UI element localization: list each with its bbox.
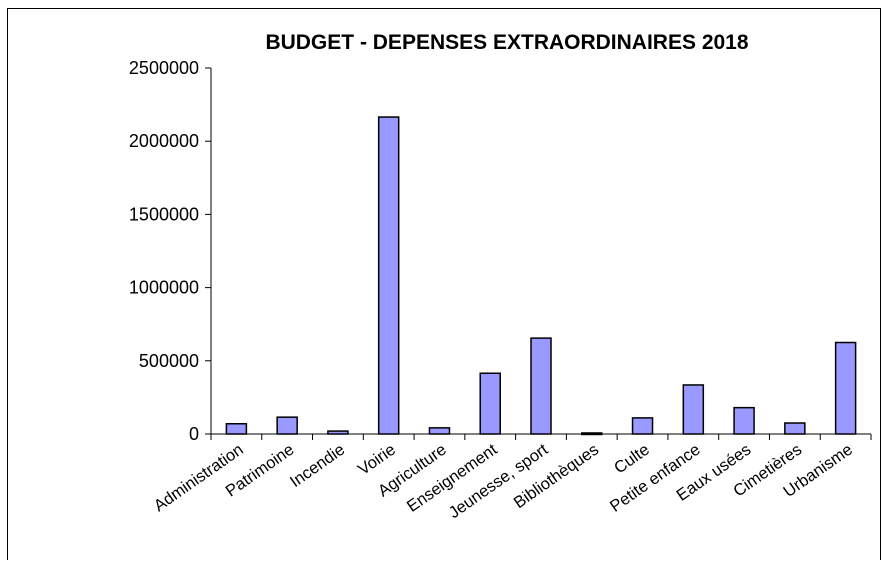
y-tick-label: 2000000: [129, 131, 199, 151]
y-tick-label: 500000: [139, 351, 199, 371]
bar-13: [834, 341, 857, 435]
bar-11: [733, 406, 755, 435]
category-label: Culte: [611, 441, 653, 478]
category-label: Incendie: [287, 441, 348, 492]
chart-frame: BUDGET - DEPENSES EXTRAORDINAIRES 2018 0…: [7, 8, 881, 560]
bar-4: [377, 116, 400, 435]
y-tick-label: 1000000: [129, 278, 199, 298]
chart-title: BUDGET - DEPENSES EXTRAORDINAIRES 2018: [265, 31, 748, 54]
y-tick-label: 2500000: [129, 58, 199, 78]
y-axis: 0 500000 1000000 1500000 2000000 2500000: [129, 58, 212, 444]
bar-10: [682, 384, 705, 435]
bars: [225, 116, 857, 436]
bar-9: [631, 417, 654, 435]
y-tick-label: 1500000: [129, 204, 199, 224]
y-tick-label: 0: [189, 424, 199, 444]
bar-6: [479, 372, 501, 435]
bar-5: [428, 427, 451, 435]
bar-2: [276, 416, 298, 435]
bar-chart: BUDGET - DEPENSES EXTRAORDINAIRES 2018 0…: [129, 31, 872, 522]
bar-1: [225, 423, 248, 435]
bar-12: [784, 422, 806, 435]
bar-7: [530, 337, 552, 435]
